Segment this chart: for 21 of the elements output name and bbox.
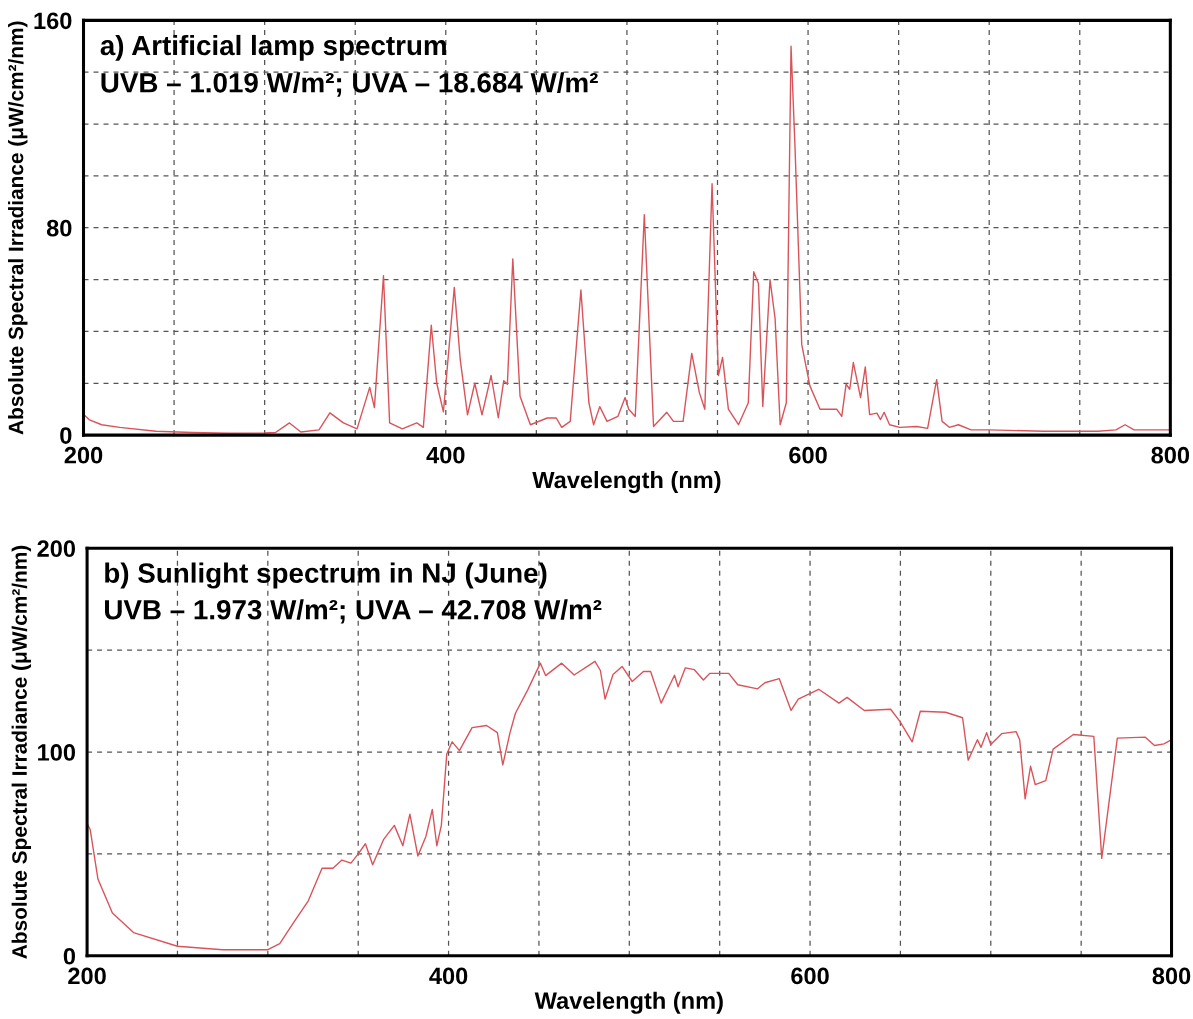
y-tick-label: 0 [60,427,72,444]
y-axis-title: Absolute Spectral Irradiance (μW/cm²/nm) [11,545,32,959]
chart-title: a) Artificial lamp spectrum [100,34,446,61]
text: UVB – 1.019 W/m²; UVA – 18.684 W/m² [101,72,598,97]
line-series [87,660,1172,951]
chart-title: b) Sunlight spectrum in NJ (June) [105,562,547,589]
x-tick-label: 600 [791,967,829,985]
y-axis-title: Absolute Spectral Irradiance (μW/cm²/nm) [8,21,28,435]
x-tick-label: 800 [1152,967,1191,985]
x-tick-label: 800 [1151,446,1190,464]
y-tick-label: 160 [34,12,72,30]
text: UVB – 1.973 W/m²; UVA – 42.708 W/m² [105,599,602,624]
x-tick-label: 400 [429,967,468,985]
y-tick-label: 200 [37,540,76,558]
x-tick-label: 600 [789,446,827,464]
x-axis-title: Wavelength (nm) [532,471,721,494]
y-tick-label: 80 [46,219,72,237]
x-tick-label: 400 [426,446,465,464]
y-tick-label: 0 [63,947,76,965]
y-tick-label: 100 [38,744,76,761]
x-axis-title: Wavelength (nm) [534,991,723,1014]
